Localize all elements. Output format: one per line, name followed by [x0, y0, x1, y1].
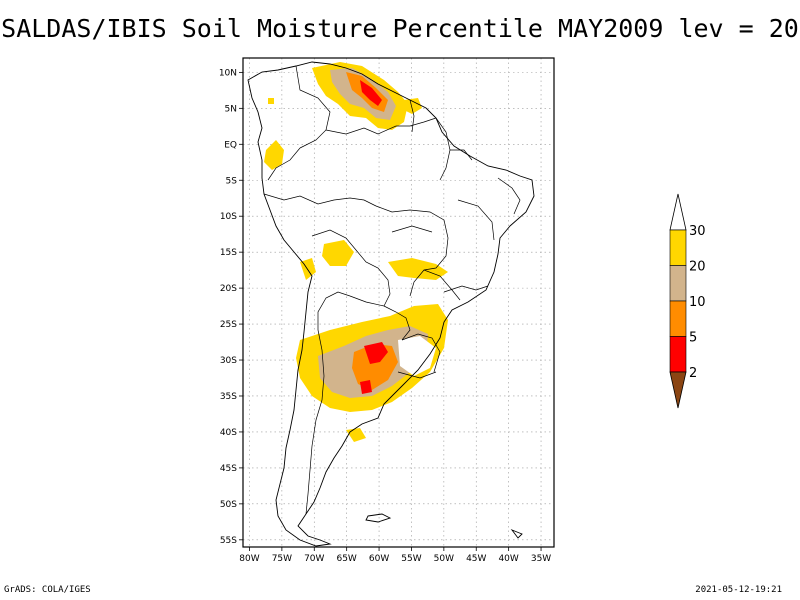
longitude-tick-labels: 80W 75W 70W 65W 60W 55W 50W 45W 40W 35W [239, 547, 551, 564]
lat-tick-label: 10S [220, 212, 237, 222]
lat-tick-label: EQ [224, 140, 237, 150]
shaded-anomaly-areas [264, 62, 448, 442]
lat-tick-label: 30S [220, 356, 237, 366]
colorbar: 30 20 10 5 2 [669, 193, 706, 409]
colorbar-segment [669, 229, 687, 266]
colorbar-label: 30 [689, 224, 706, 239]
gridlines [243, 58, 554, 547]
colorbar-label: 20 [689, 260, 706, 275]
lat-tick-label: 50S [220, 500, 237, 510]
footer-right-timestamp: 2021-05-12-19:21 [695, 585, 782, 595]
lat-tick-label: 5N [225, 104, 237, 114]
lat-tick-label: 35S [220, 392, 237, 402]
colorbar-label: 2 [689, 366, 697, 381]
map-frame [242, 57, 555, 548]
map-title: SALDAS/IBIS Soil Moisture Percentile MAY… [1, 14, 799, 43]
colorbar-label: 10 [689, 295, 706, 310]
lon-tick-label: 40W [498, 554, 518, 564]
lat-tick-label: 20S [220, 284, 237, 294]
lon-tick-label: 60W [369, 554, 389, 564]
lat-tick-label: 55S [220, 536, 237, 546]
lat-tick-label: 40S [220, 428, 237, 438]
anomaly-bolivia-yellow [322, 240, 354, 266]
lon-tick-label: 65W [336, 554, 356, 564]
colorbar-top-arrow [669, 193, 687, 231]
colorbar-segment [669, 265, 687, 302]
country-borders [263, 65, 521, 515]
lat-tick-label: 45S [220, 464, 237, 474]
anomaly-colombia-yellow [264, 140, 284, 170]
map-panel [242, 57, 555, 548]
lon-tick-label: 55W [401, 554, 421, 564]
colorbar-label: 5 [689, 331, 697, 346]
colorbar-segment [669, 300, 687, 337]
anomaly-south-red [364, 342, 388, 364]
footer-left-credit: GrADS: COLA/IGES [4, 585, 91, 595]
anomaly-guyana-yellow [404, 98, 422, 114]
lat-tick-label: 10N [219, 68, 237, 78]
colorbar-segment [669, 336, 687, 373]
anomaly-south-orange [352, 344, 398, 390]
anomaly-south-red-2 [360, 380, 372, 394]
lat-tick-label: 5S [226, 176, 238, 186]
coastline [247, 61, 535, 547]
anomaly-central-yellow [388, 258, 448, 280]
lat-tick-label: 25S [220, 320, 237, 330]
lon-tick-label: 45W [466, 554, 486, 564]
latitude-tick-labels: 10N 5N EQ 5S 10S 15S 20S 25S 30S 35S 40S 45S 50S 55S [219, 68, 243, 546]
lon-tick-label: 80W [239, 554, 259, 564]
anomaly-rio-grande-white [398, 336, 436, 376]
lon-tick-label: 35W [531, 554, 551, 564]
lat-tick-label: 15S [220, 248, 237, 258]
lon-tick-label: 70W [304, 554, 324, 564]
lon-tick-label: 75W [272, 554, 292, 564]
anomaly-north-red [360, 80, 382, 106]
anomaly-colombia-small [268, 98, 274, 104]
colorbar-bottom-arrow [669, 371, 687, 409]
lon-tick-label: 50W [434, 554, 454, 564]
